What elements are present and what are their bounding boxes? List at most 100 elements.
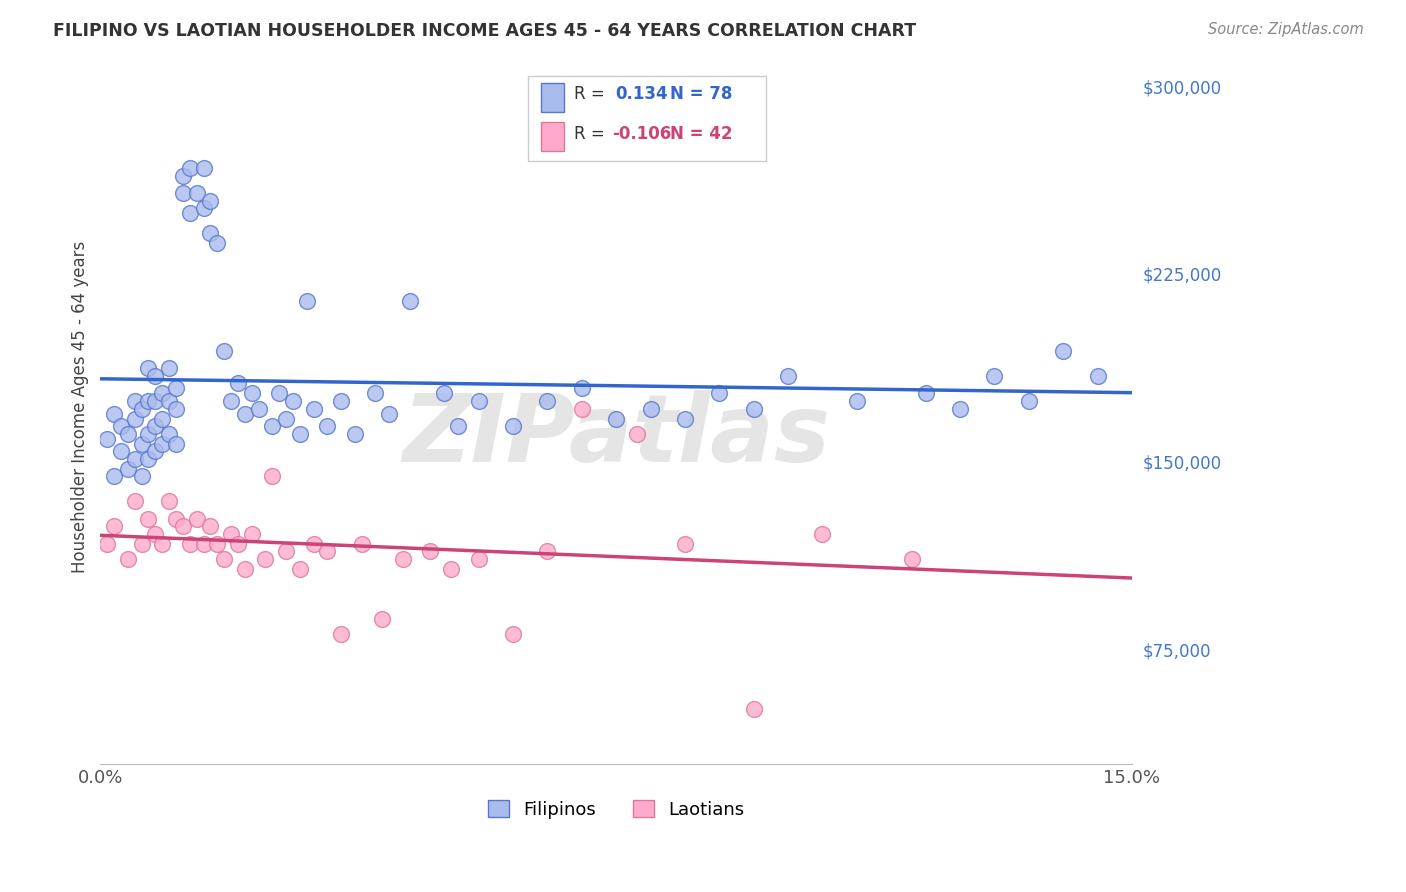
Filipinos — [433, 386, 456, 401]
Filipinos — [247, 401, 270, 416]
Filipinos — [295, 293, 318, 308]
Laotians — [207, 536, 229, 550]
Filipinos — [124, 394, 146, 409]
Filipinos — [949, 401, 972, 416]
Filipinos — [179, 206, 201, 220]
Filipinos — [157, 394, 180, 409]
Laotians — [673, 536, 696, 550]
Filipinos — [172, 169, 194, 183]
Laotians — [145, 526, 167, 541]
Laotians — [131, 536, 153, 550]
Filipinos — [709, 386, 731, 401]
Text: $225,000: $225,000 — [1143, 267, 1222, 285]
Laotians — [392, 551, 415, 566]
Text: N = 78: N = 78 — [669, 86, 733, 103]
Legend: Filipinos, Laotians: Filipinos, Laotians — [481, 793, 752, 826]
Laotians — [274, 544, 297, 558]
Filipinos — [316, 419, 339, 434]
Laotians — [219, 526, 242, 541]
Text: N = 42: N = 42 — [669, 125, 733, 143]
Filipinos — [145, 368, 167, 383]
Filipinos — [117, 461, 139, 475]
Laotians — [419, 544, 441, 558]
Filipinos — [165, 436, 187, 450]
Filipinos — [110, 419, 132, 434]
Filipinos — [110, 444, 132, 458]
Y-axis label: Householder Income Ages 45 - 64 years: Householder Income Ages 45 - 64 years — [72, 241, 89, 574]
Filipinos — [673, 411, 696, 425]
Filipinos — [200, 194, 222, 208]
Filipinos — [103, 469, 125, 483]
Laotians — [502, 626, 524, 640]
Laotians — [302, 536, 325, 550]
FancyBboxPatch shape — [529, 76, 766, 161]
Text: R =: R = — [574, 125, 610, 143]
Filipinos — [165, 401, 187, 416]
Filipinos — [207, 236, 229, 251]
Filipinos — [378, 407, 401, 421]
Filipinos — [983, 368, 1005, 383]
Filipinos — [131, 469, 153, 483]
Laotians — [626, 426, 648, 441]
Filipinos — [124, 411, 146, 425]
Filipinos — [536, 394, 558, 409]
Filipinos — [150, 386, 173, 401]
Filipinos — [914, 386, 936, 401]
Filipinos — [571, 382, 593, 396]
Filipinos — [150, 411, 173, 425]
Filipinos — [502, 419, 524, 434]
Laotians — [901, 551, 924, 566]
FancyBboxPatch shape — [541, 122, 564, 151]
Filipinos — [145, 394, 167, 409]
Text: R =: R = — [574, 86, 610, 103]
Laotians — [172, 519, 194, 533]
Laotians — [150, 536, 173, 550]
Filipinos — [157, 361, 180, 376]
Filipinos — [138, 426, 160, 441]
Filipinos — [150, 436, 173, 450]
Filipinos — [212, 343, 235, 358]
Laotians — [138, 511, 160, 525]
Filipinos — [240, 386, 263, 401]
Filipinos — [96, 432, 118, 446]
Laotians — [536, 544, 558, 558]
Filipinos — [145, 419, 167, 434]
Filipinos — [117, 426, 139, 441]
Filipinos — [302, 401, 325, 416]
Laotians — [179, 536, 201, 550]
Filipinos — [138, 394, 160, 409]
Filipinos — [742, 401, 765, 416]
Laotians — [117, 551, 139, 566]
Text: $300,000: $300,000 — [1143, 79, 1222, 97]
Filipinos — [138, 451, 160, 466]
Text: FILIPINO VS LAOTIAN HOUSEHOLDER INCOME AGES 45 - 64 YEARS CORRELATION CHART: FILIPINO VS LAOTIAN HOUSEHOLDER INCOME A… — [53, 22, 917, 40]
Filipinos — [364, 386, 387, 401]
Filipinos — [1052, 343, 1074, 358]
Laotians — [350, 536, 373, 550]
Filipinos — [131, 436, 153, 450]
Filipinos — [281, 394, 304, 409]
Text: -0.106: -0.106 — [612, 125, 671, 143]
Text: ZIPatlas: ZIPatlas — [402, 390, 830, 482]
Laotians — [226, 536, 249, 550]
Text: $75,000: $75,000 — [1143, 642, 1212, 660]
Filipinos — [186, 186, 208, 201]
Filipinos — [1087, 368, 1109, 383]
Filipinos — [145, 444, 167, 458]
Text: Source: ZipAtlas.com: Source: ZipAtlas.com — [1208, 22, 1364, 37]
Filipinos — [103, 407, 125, 421]
Filipinos — [776, 368, 799, 383]
Filipinos — [467, 394, 489, 409]
Filipinos — [1018, 394, 1040, 409]
Laotians — [200, 519, 222, 533]
Filipinos — [398, 293, 420, 308]
Laotians — [103, 519, 125, 533]
Filipinos — [274, 411, 297, 425]
Filipinos — [179, 161, 201, 176]
Filipinos — [330, 394, 353, 409]
Filipinos — [605, 411, 627, 425]
Laotians — [371, 612, 394, 626]
Laotians — [240, 526, 263, 541]
Filipinos — [845, 394, 868, 409]
Laotians — [467, 551, 489, 566]
